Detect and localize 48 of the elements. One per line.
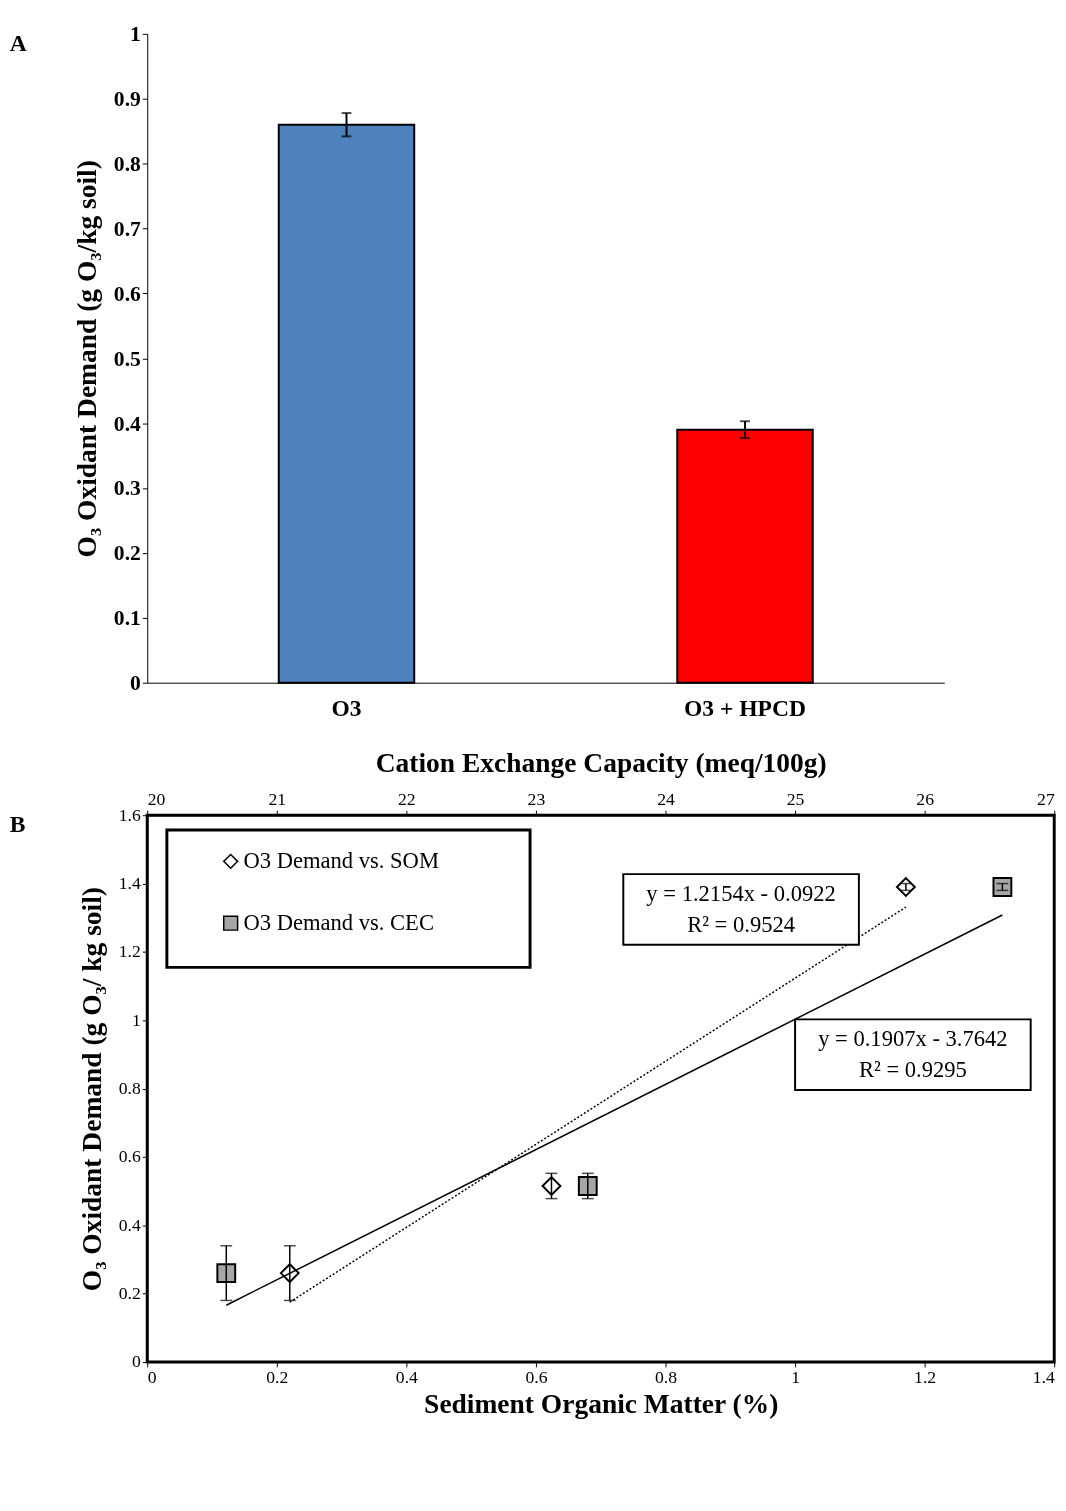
x-tick-label: O3 bbox=[331, 694, 362, 721]
y-tick-label: 0.5 bbox=[113, 346, 141, 371]
y-tick-label: 1 bbox=[132, 1009, 141, 1030]
x2-tick-label: 26 bbox=[916, 788, 935, 809]
x2-axis-title: Cation Exchange Capacity (meq/100g) bbox=[375, 747, 827, 778]
y-tick-label: 1 bbox=[130, 22, 141, 47]
x2-tick-label: 25 bbox=[786, 788, 805, 809]
y-tick-label: 0.2 bbox=[118, 1283, 141, 1304]
x-tick-label: 0.6 bbox=[525, 1367, 548, 1388]
x-axis-title: Sediment Organic Matter (%) bbox=[424, 1388, 779, 1419]
x-tick-label: 0.4 bbox=[395, 1367, 419, 1388]
y-tick-label: 1.4 bbox=[118, 872, 142, 893]
y-tick-label: 0.7 bbox=[113, 216, 142, 241]
y-tick-label: 0.8 bbox=[118, 1077, 142, 1098]
x2-tick-label: 22 bbox=[398, 788, 416, 809]
y-tick-label: 0.4 bbox=[113, 411, 142, 436]
y-tick-label: 0.8 bbox=[113, 152, 142, 177]
x-tick-label: 1 bbox=[791, 1367, 800, 1388]
y-tick-label: 0.9 bbox=[113, 87, 142, 112]
y-axis-title: O₃ Oxidant Demand (g O₃/kg soil) bbox=[72, 160, 103, 558]
x-tick-label: 1.2 bbox=[914, 1367, 937, 1388]
y-tick-label: 0 bbox=[132, 1351, 142, 1372]
legend-label: O3 Demand vs. SOM bbox=[243, 848, 439, 874]
chart-title: B bbox=[9, 810, 26, 837]
x-tick-label: 0.2 bbox=[266, 1367, 289, 1388]
y-axis-title: O₃ Oxidant Demand (g O₃/ kg soil) bbox=[77, 887, 108, 1292]
x-tick-label: 1.4 bbox=[1032, 1367, 1055, 1388]
y-tick-label: 0.4 bbox=[118, 1214, 142, 1235]
annotation: y = 1.2154x - 0.0922 R² = 0.9524 bbox=[646, 880, 836, 938]
y-tick-label: 0.3 bbox=[113, 476, 142, 501]
y-tick-label: 0 bbox=[130, 671, 141, 696]
y-tick-label: 0.6 bbox=[113, 281, 142, 306]
x-tick-label: O3 + HPCD bbox=[684, 694, 807, 721]
x2-tick-label: 24 bbox=[657, 788, 675, 809]
y-tick-label: 1.6 bbox=[118, 804, 142, 825]
x2-tick-label: 20 bbox=[147, 788, 166, 809]
x2-tick-label: 27 bbox=[1037, 788, 1055, 809]
y-tick-label: 1.2 bbox=[118, 941, 141, 962]
chart-title: A bbox=[9, 29, 27, 56]
legend-label: O3 Demand vs. CEC bbox=[243, 910, 434, 936]
x2-tick-label: 21 bbox=[268, 788, 287, 809]
x2-tick-label: 23 bbox=[527, 788, 546, 809]
annotation: y = 0.1907x - 3.7642 R² = 0.9295 bbox=[818, 1025, 1008, 1083]
x-tick-label: 0 bbox=[147, 1367, 157, 1388]
y-tick-label: 0.2 bbox=[113, 541, 141, 566]
y-tick-label: 0.1 bbox=[113, 606, 141, 631]
x-tick-label: 0.8 bbox=[654, 1367, 678, 1388]
y-tick-label: 0.6 bbox=[118, 1146, 142, 1167]
